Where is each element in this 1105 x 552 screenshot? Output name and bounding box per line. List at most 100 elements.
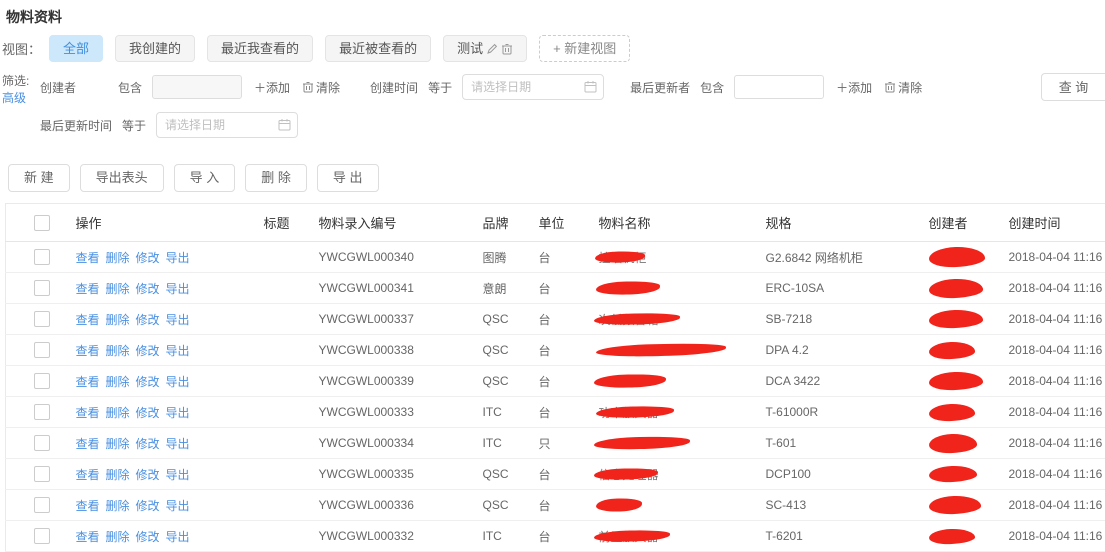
view-tab-4[interactable]: 测试 <box>443 35 527 62</box>
export-header-button[interactable]: 导出表头 <box>80 164 164 192</box>
col-created-time: 创建时间 <box>1004 204 1105 242</box>
export-link[interactable]: 导出 <box>166 437 190 451</box>
delete-link[interactable]: 删除 <box>106 406 130 420</box>
delete-link[interactable]: 删除 <box>106 282 130 296</box>
new-view-tab[interactable]: + 新建视图 <box>539 35 630 62</box>
row-checkbox[interactable] <box>34 466 50 482</box>
title-cell <box>259 242 314 273</box>
delete-link[interactable]: 删除 <box>106 344 130 358</box>
creator-filter-input[interactable] <box>152 75 242 99</box>
export-link[interactable]: 导出 <box>166 344 190 358</box>
last-updater-filter-input[interactable] <box>734 75 824 99</box>
redaction-scribble <box>928 278 983 299</box>
edit-link[interactable]: 修改 <box>136 499 160 513</box>
created-time-cell: 2018-04-04 11:16 <box>1004 304 1105 335</box>
created-time-cell: 2018-04-04 11:16 <box>1004 459 1105 490</box>
row-checkbox[interactable] <box>34 280 50 296</box>
material-code-cell: YWCGWL000334 <box>314 428 478 459</box>
view-link[interactable]: 查看 <box>76 251 100 265</box>
edit-link[interactable]: 修改 <box>136 468 160 482</box>
unit-cell: 台 <box>534 521 594 552</box>
view-link[interactable]: 查看 <box>76 530 100 544</box>
delete-button[interactable]: 删 除 <box>245 164 307 192</box>
export-link[interactable]: 导出 <box>166 530 190 544</box>
view-link[interactable]: 查看 <box>76 499 100 513</box>
row-checkbox[interactable] <box>34 528 50 544</box>
last-update-time-op-label: 等于 <box>122 117 146 134</box>
view-link[interactable]: 查看 <box>76 437 100 451</box>
select-all-checkbox[interactable] <box>34 215 50 231</box>
view-tab-3[interactable]: 最近被查看的 <box>325 35 431 62</box>
created-time-cell: 2018-04-04 11:16 <box>1004 273 1105 304</box>
calendar-icon[interactable] <box>278 118 291 131</box>
edit-link[interactable]: 修改 <box>136 375 160 389</box>
delete-link[interactable]: 删除 <box>106 499 130 513</box>
title-cell <box>259 490 314 521</box>
delete-link[interactable]: 删除 <box>106 313 130 327</box>
last-update-time-date-input[interactable] <box>156 112 298 138</box>
trash-icon[interactable] <box>501 43 513 55</box>
edit-icon[interactable] <box>486 43 498 55</box>
view-tab-0[interactable]: 全部 <box>49 35 103 62</box>
delete-link[interactable]: 删除 <box>106 530 130 544</box>
created-time-cell: 2018-04-04 11:16 <box>1004 490 1105 521</box>
row-checkbox[interactable] <box>34 311 50 327</box>
view-link[interactable]: 查看 <box>76 375 100 389</box>
delete-link[interactable]: 删除 <box>106 468 130 482</box>
unit-cell: 台 <box>534 273 594 304</box>
search-button[interactable]: 查 询 <box>1041 73 1105 101</box>
delete-link[interactable]: 删除 <box>106 251 130 265</box>
creator-clear-button[interactable]: 清除 <box>302 79 340 96</box>
view-tab-1[interactable]: 我创建的 <box>115 35 195 62</box>
edit-link[interactable]: 修改 <box>136 530 160 544</box>
creator-add-button[interactable]: ＋添加 <box>254 79 290 96</box>
toolbar: 新 建 导出表头 导 入 删 除 导 出 <box>8 164 389 192</box>
calendar-icon[interactable] <box>584 80 597 93</box>
view-link[interactable]: 查看 <box>76 313 100 327</box>
delete-link[interactable]: 删除 <box>106 437 130 451</box>
view-link[interactable]: 查看 <box>76 468 100 482</box>
row-checkbox[interactable] <box>34 342 50 358</box>
import-button[interactable]: 导 入 <box>174 164 236 192</box>
advanced-filter-link[interactable]: 高级 <box>2 90 29 107</box>
material-code-cell: YWCGWL000337 <box>314 304 478 335</box>
row-checkbox[interactable] <box>34 497 50 513</box>
redaction-scribble <box>595 342 725 357</box>
last-updater-clear-button[interactable]: 清除 <box>884 79 922 96</box>
filter-label: 筛选: <box>2 73 29 90</box>
title-cell <box>259 428 314 459</box>
create-time-date-input[interactable] <box>462 74 604 100</box>
creator-cell <box>924 521 1004 552</box>
view-link[interactable]: 查看 <box>76 406 100 420</box>
row-checkbox[interactable] <box>34 435 50 451</box>
edit-link[interactable]: 修改 <box>136 282 160 296</box>
last-updater-add-button[interactable]: ＋添加 <box>836 79 872 96</box>
export-link[interactable]: 导出 <box>166 282 190 296</box>
export-link[interactable]: 导出 <box>166 468 190 482</box>
edit-link[interactable]: 修改 <box>136 344 160 358</box>
export-link[interactable]: 导出 <box>166 251 190 265</box>
creator-cell <box>924 397 1004 428</box>
view-link[interactable]: 查看 <box>76 344 100 358</box>
edit-link[interactable]: 修改 <box>136 406 160 420</box>
delete-link[interactable]: 删除 <box>106 375 130 389</box>
view-link[interactable]: 查看 <box>76 282 100 296</box>
redaction-scribble <box>595 281 659 296</box>
create-button[interactable]: 新 建 <box>8 164 70 192</box>
export-link[interactable]: 导出 <box>166 499 190 513</box>
edit-link[interactable]: 修改 <box>136 251 160 265</box>
edit-link[interactable]: 修改 <box>136 313 160 327</box>
export-link[interactable]: 导出 <box>166 375 190 389</box>
material-code-cell: YWCGWL000333 <box>314 397 478 428</box>
export-button[interactable]: 导 出 <box>317 164 379 192</box>
export-link[interactable]: 导出 <box>166 406 190 420</box>
material-name-cell <box>594 366 761 397</box>
edit-link[interactable]: 修改 <box>136 437 160 451</box>
row-checkbox[interactable] <box>34 373 50 389</box>
row-checkbox[interactable] <box>34 249 50 265</box>
view-tab-2[interactable]: 最近我查看的 <box>207 35 313 62</box>
row-checkbox[interactable] <box>34 404 50 420</box>
created-time-cell: 2018-04-04 11:16 <box>1004 366 1105 397</box>
export-link[interactable]: 导出 <box>166 313 190 327</box>
